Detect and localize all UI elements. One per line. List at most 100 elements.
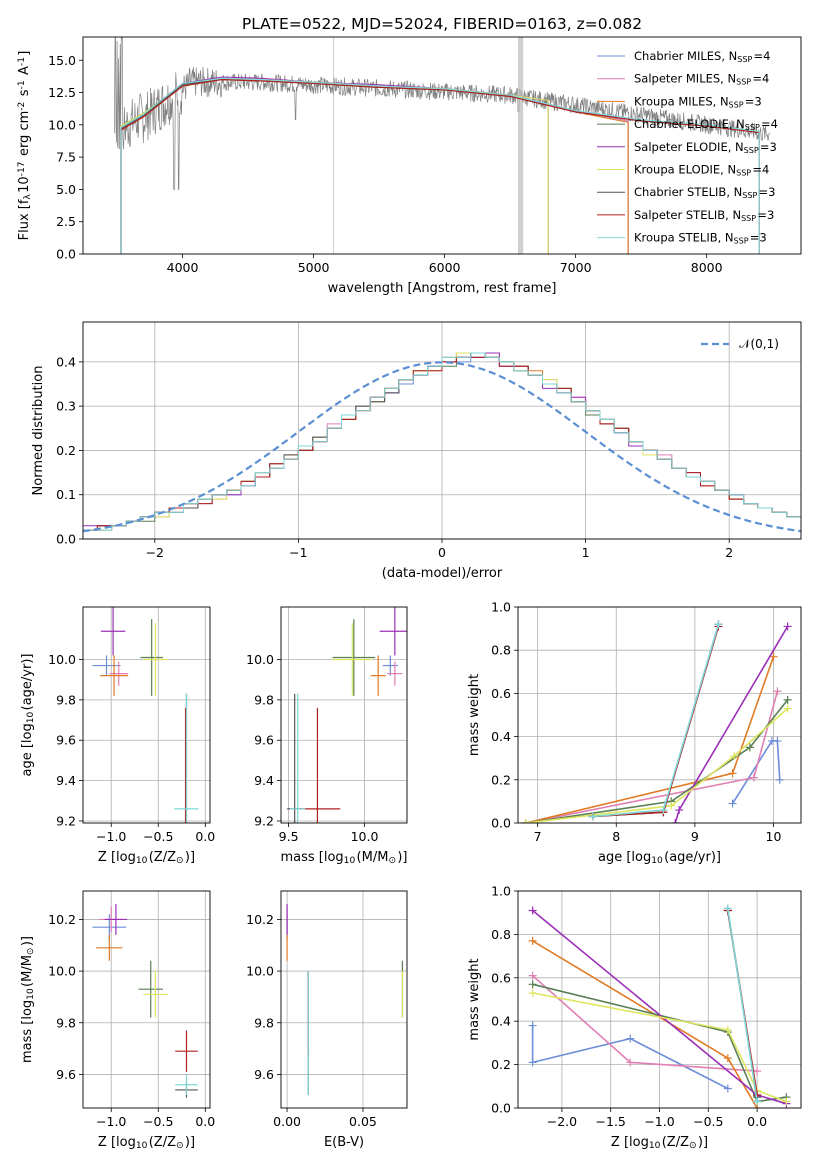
y-tick-label: 15.0 — [48, 53, 76, 68]
x-tick-label: 0.05 — [349, 1114, 377, 1129]
axes-frame — [82, 321, 802, 540]
x-tick-label: −1.0 — [96, 1114, 126, 1129]
x-tick-label: 7 — [534, 829, 542, 844]
y-tick-label: 1.0 — [491, 600, 511, 615]
weight-line-2 — [532, 940, 758, 1108]
y-tick-label: 10.0 — [48, 652, 76, 667]
y-tick-label: 10.2 — [246, 912, 274, 927]
y-tick-label: 0.0 — [491, 1101, 511, 1116]
axes-frame — [517, 606, 802, 824]
axes-overlay: 0.00 0.05 9.6 9.8 10.0 10.2 E(B-V) — [246, 890, 408, 1150]
y-axis-label: mass [log10 (M/M⊙ )] — [20, 936, 36, 1063]
y-tick-label: 9.8 — [254, 1015, 274, 1030]
y-tick-label: 9.2 — [254, 813, 274, 828]
axes-frame — [280, 890, 408, 1109]
y-tick-label: 10.0 — [48, 964, 76, 979]
x-tick-label: −2 — [146, 545, 164, 560]
y-tick-label: 0.0 — [491, 816, 511, 831]
weight-line-4 — [674, 625, 789, 823]
y-tick-label: 9.4 — [56, 773, 76, 788]
weight-marker — [730, 752, 739, 761]
legend-label: Chabrier ELODIE, NSSP =4 — [634, 117, 778, 132]
weight-marker — [723, 1025, 732, 1034]
y-tick-label: 10.0 — [246, 964, 274, 979]
plot-area — [83, 352, 801, 533]
model-spectrum-4 — [120, 76, 549, 254]
y-tick-label: 5.0 — [56, 182, 76, 197]
y-axis-label: Normed distribution — [31, 366, 46, 496]
x-tick-label: 0.0 — [747, 1114, 767, 1129]
y-tick-label: 0.2 — [56, 443, 76, 458]
y-tick-label: 0.8 — [491, 643, 511, 658]
x-axis-label: wavelength [Angstrom, rest frame] — [328, 281, 557, 296]
x-tick-label: 10 — [766, 829, 782, 844]
x-tick-label: 9.5 — [279, 829, 299, 844]
legend-label: Chabrier STELIB, NSSP =3 — [634, 185, 775, 200]
y-tick-label: 0.1 — [56, 487, 76, 502]
weight-marker — [521, 819, 530, 823]
weight-marker — [659, 806, 668, 815]
x-tick-label: 6000 — [429, 260, 461, 275]
x-tick-label: 0.0 — [195, 829, 215, 844]
x-tick-label: 9 — [691, 829, 699, 844]
x-axis-label: mass [log10 (M/M⊙ )] — [280, 850, 407, 866]
weight-marker — [783, 704, 792, 713]
plot-area — [92, 903, 198, 1098]
panel-age-vs-Z: −1.0 −0.5 0.0 9.2 9.4 9.6 9.8 10.0 Z [log10 (Z/Z… — [20, 606, 215, 866]
y-tick-label: 0.2 — [491, 1057, 511, 1072]
panel-spectrum: 4000 5000 6000 7000 8000 0.0 2.5 5.0 7.5 10.0 12.5… — [17, 15, 802, 296]
weight-marker — [773, 687, 782, 696]
weight-marker — [588, 812, 597, 821]
y-tick-label: 9.6 — [56, 1067, 76, 1082]
x-axis-label: E(B-V) — [324, 1135, 364, 1150]
x-axis-label: Z [log10 (Z/Z⊙ )] — [611, 1135, 708, 1151]
plot-area — [287, 607, 407, 823]
x-tick-label: −0.5 — [143, 1114, 173, 1129]
axes-frame — [517, 890, 802, 1109]
y-tick-label: 0.0 — [56, 247, 76, 262]
model-spectrum-8 — [120, 77, 760, 254]
y-tick-label: 0.4 — [56, 354, 76, 369]
weight-line-5 — [532, 992, 787, 1103]
y-tick-label: 12.5 — [48, 85, 76, 100]
legend-label: Kroupa STELIB, NSSP =3 — [634, 231, 767, 246]
y-tick-label: 0.4 — [491, 729, 511, 744]
weight-marker — [723, 1084, 732, 1093]
x-tick-label: −1.0 — [644, 1114, 674, 1129]
axes-frame — [82, 36, 802, 255]
masked-region — [332, 37, 334, 254]
masked-region — [517, 37, 524, 254]
weight-marker — [528, 971, 537, 980]
weight-line-1 — [532, 975, 758, 1072]
x-axis-label: Z [log10 (Z/Z⊙ )] — [98, 1135, 195, 1151]
weight-marker — [626, 1034, 635, 1043]
legend-label: Salpeter MILES, NSSP =4 — [634, 72, 769, 87]
panel-mass-vs-Z: −1.0 −0.5 0.0 9.6 9.8 10.0 10.2 Z [log10 (Z/Z⊙ … — [20, 890, 215, 1151]
x-axis-label: Z [log10 (Z/Z⊙ )] — [98, 850, 195, 866]
weight-line-8 — [727, 908, 758, 1102]
x-tick-label: −1 — [289, 545, 307, 560]
weight-marker — [671, 819, 680, 823]
weight-line-3 — [525, 699, 789, 823]
axes-frame — [82, 606, 211, 824]
legend-label: Kroupa ELODIE, NSSP =4 — [634, 163, 769, 178]
y-tick-label: 0.6 — [491, 686, 511, 701]
weight-marker — [753, 1097, 762, 1106]
model-spectrum-7 — [120, 79, 760, 254]
panel-residuals: −2 −1 0 1 2 0.0 0.1 0.2 0.3 0.4 (data-model)/error… — [31, 321, 802, 581]
gaussian-curve — [83, 361, 801, 533]
y-tick-label: 1.0 — [491, 884, 511, 899]
y-tick-label: 0.3 — [56, 399, 76, 414]
panel-weight-vs-age: 7 8 9 10 0.0 0.2 0.4 0.6 0.8 1.0 age [log10 (age/y… — [467, 600, 802, 866]
weight-marker — [528, 906, 537, 915]
weight-marker — [528, 980, 537, 989]
weight-marker — [728, 769, 737, 778]
weight-line-1 — [525, 690, 779, 823]
weight-marker — [783, 622, 792, 631]
x-tick-label: 0.0 — [195, 1114, 215, 1129]
x-tick-label: 7000 — [560, 260, 592, 275]
weight-marker — [783, 695, 792, 704]
axes-frame — [280, 606, 408, 824]
weight-marker — [728, 799, 737, 808]
